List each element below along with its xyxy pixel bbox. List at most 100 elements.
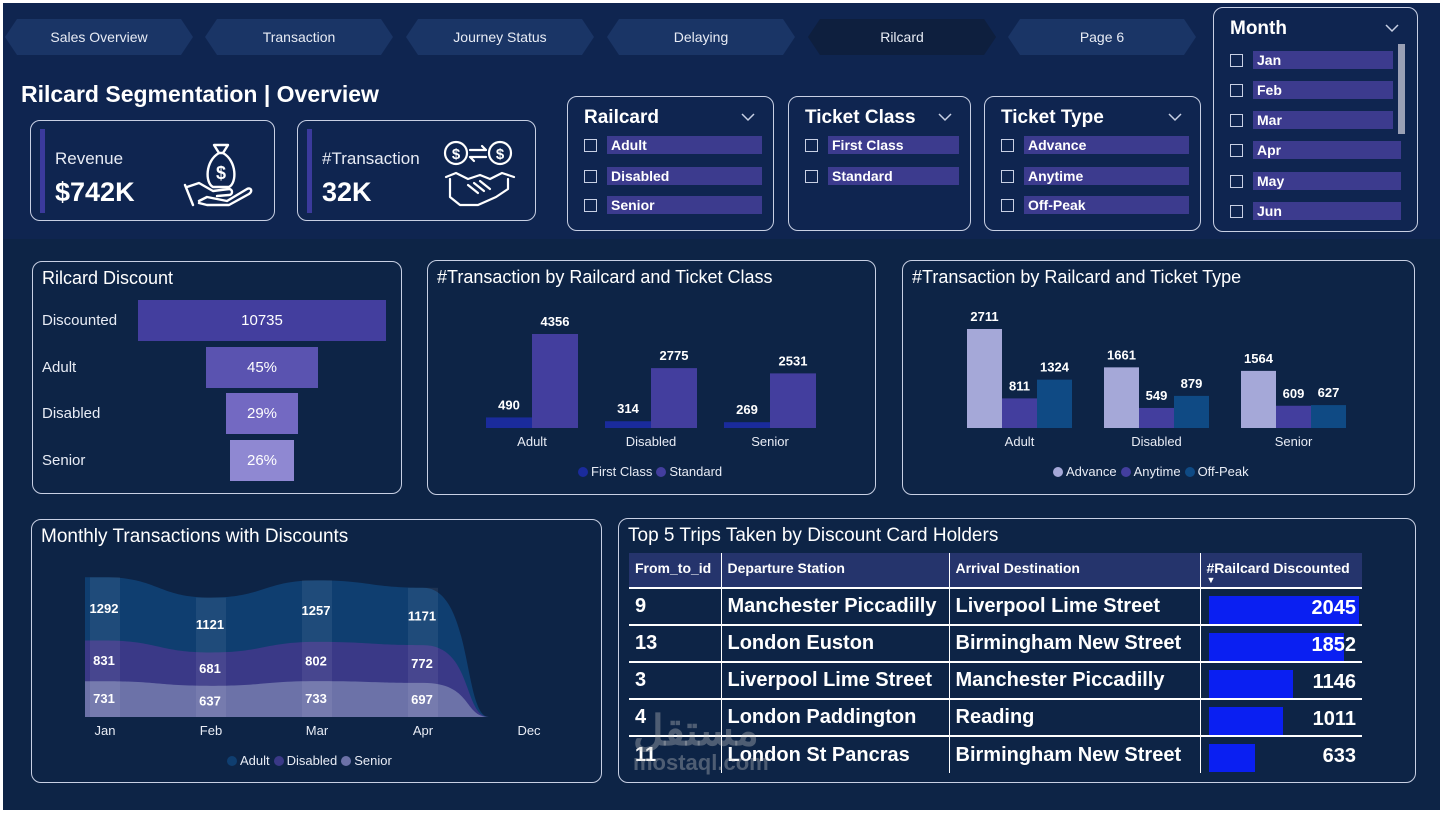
legend-dot	[1184, 467, 1195, 477]
bar-senior-first-class	[724, 422, 770, 428]
chevron-down-icon[interactable]	[1167, 109, 1183, 125]
option-label: May	[1253, 172, 1401, 190]
bar-senior-advance	[1241, 370, 1276, 428]
kpi-card-transaction: #Transaction 32K $ $	[297, 120, 536, 221]
legend-item-disabled[interactable]: Disabled	[273, 753, 338, 768]
checkbox[interactable]	[584, 169, 597, 183]
sort-desc-icon[interactable]: ▼	[1206, 575, 1216, 585]
tab-journey-status[interactable]: Journey Status	[406, 19, 594, 55]
data-label: 609	[1283, 386, 1305, 401]
slicer-option-feb[interactable]: Feb	[1230, 80, 1393, 100]
data-bar	[1208, 596, 1359, 624]
checkbox[interactable]	[1001, 169, 1014, 183]
legend-label: First Class	[591, 464, 653, 479]
cell-departure: Manchester Piccadilly	[721, 587, 950, 625]
cell-departure: London Euston	[721, 624, 950, 662]
data-label: 2775	[660, 348, 689, 363]
tab-rilcard[interactable]: Rilcard	[808, 19, 996, 55]
checkbox[interactable]	[1001, 198, 1014, 212]
column-header-departure[interactable]: Departure Station	[721, 553, 950, 588]
tab-page-6[interactable]: Page 6	[1008, 19, 1196, 55]
column-header-label: #Railcard Discounted	[1206, 560, 1350, 576]
bar-disabled-first-class	[605, 421, 651, 428]
monthly-area-chart: 1292 831 731 1121 681 637 1257 802 733 1171 772 697…	[85, 577, 541, 738]
checkbox[interactable]	[805, 169, 818, 183]
checkbox[interactable]	[1001, 138, 1014, 152]
checkbox[interactable]	[1230, 53, 1243, 67]
watermark-arabic: مستقل	[633, 707, 759, 754]
legend-label: Standard	[669, 464, 723, 479]
slicer-option-advance[interactable]: Advance	[1001, 135, 1189, 155]
checkbox[interactable]	[1230, 113, 1243, 127]
rilcard-discount-panel: Rilcard Discount Discounted Adult Disabl…	[32, 261, 402, 494]
legend-dot	[227, 756, 237, 766]
column-header-railcard-discounted[interactable]: #Railcard Discounted ▼	[1200, 553, 1362, 588]
x-tick-label: Jan	[95, 723, 116, 738]
tab-delaying[interactable]: Delaying	[607, 19, 795, 55]
slicer-title: Month	[1230, 18, 1287, 39]
checkbox[interactable]	[584, 138, 597, 152]
slicer-option-senior[interactable]: Senior	[584, 195, 762, 215]
class-bar-chart: 490 4356 Adult 314 2775 Disabled 269 2531 Senior	[486, 314, 816, 449]
checkbox[interactable]	[1230, 143, 1243, 157]
table-row[interactable]: 9 Manchester Piccadilly Liverpool Lime Str…	[629, 587, 1362, 625]
data-label-senior: 733	[305, 691, 327, 706]
legend-label: Disabled	[286, 753, 338, 768]
chevron-down-icon[interactable]	[937, 109, 953, 125]
checkbox[interactable]	[805, 138, 818, 152]
slicer-option-apr[interactable]: Apr	[1230, 140, 1401, 160]
chevron-down-icon[interactable]	[1384, 20, 1400, 36]
data-label: 549	[1146, 388, 1168, 403]
chevron-down-icon[interactable]	[740, 109, 756, 125]
checkbox[interactable]	[1230, 174, 1243, 188]
type-bar-chart: 2711 811 1324 Adult 1661 549 879 Disabled 1564 60…	[967, 309, 1346, 449]
cell-id: 4	[629, 698, 722, 736]
ticket-class-slicer: Ticket Class First Class Standard	[788, 96, 971, 231]
slicer-option-disabled[interactable]: Disabled	[584, 166, 762, 186]
column-header-arrival[interactable]: Arrival Destination	[949, 553, 1201, 588]
table-row[interactable]: 4 London Paddington Reading 1011	[629, 698, 1362, 736]
legend-item-adult[interactable]: Adult	[227, 753, 270, 768]
x-tick-label: Disabled	[1131, 434, 1182, 449]
legend-dot	[341, 756, 352, 766]
legend-item-anytime[interactable]: Anytime	[1120, 464, 1181, 479]
table-row[interactable]: 13 London Euston Birmingham New Street 1852	[629, 624, 1362, 662]
slicer-option-off-peak[interactable]: Off-Peak	[1001, 195, 1189, 215]
option-label: Apr	[1253, 141, 1401, 159]
legend-item-advance[interactable]: Advance	[1053, 464, 1117, 479]
slicer-option-jun[interactable]: Jun	[1230, 201, 1401, 221]
legend-item-off-peak[interactable]: Off-Peak	[1184, 464, 1249, 479]
scrollbar[interactable]	[1398, 44, 1405, 134]
cell-count: 633	[1200, 735, 1362, 773]
table-row[interactable]: 11 London St Pancras Birmingham New Street…	[629, 735, 1362, 773]
chart-legend: First Class Standard	[578, 464, 722, 479]
data-label: 490	[498, 397, 520, 412]
legend-item-senior[interactable]: Senior	[341, 753, 392, 768]
column-header-from-to-id[interactable]: From_to_id	[629, 553, 722, 588]
slicer-option-mar[interactable]: Mar	[1230, 110, 1393, 130]
slicer-option-anytime[interactable]: Anytime	[1001, 166, 1189, 186]
checkbox[interactable]	[584, 198, 597, 212]
slicer-option-jan[interactable]: Jan	[1230, 50, 1393, 70]
kpi-label: #Transaction	[322, 149, 420, 168]
legend-item-first-class[interactable]: First Class	[578, 464, 652, 479]
slicer-option-may[interactable]: May	[1230, 171, 1401, 191]
slicer-option-standard[interactable]: Standard	[805, 166, 959, 186]
tab-sales-overview[interactable]: Sales Overview	[5, 19, 193, 55]
checkbox[interactable]	[1230, 83, 1243, 97]
checkbox[interactable]	[1230, 204, 1243, 218]
cell-count: 1011	[1200, 698, 1362, 736]
x-tick-label: Adult	[1005, 434, 1035, 449]
kpi-value: $742K	[55, 177, 135, 207]
slicer-option-adult[interactable]: Adult	[584, 135, 762, 155]
panel-title: #Transaction by Railcard and Ticket Type	[912, 267, 1242, 287]
funnel-bar-disabled: 29%	[226, 393, 298, 434]
legend-item-standard[interactable]: Standard	[656, 464, 722, 479]
cell-arrival: Reading	[949, 698, 1201, 736]
table-row[interactable]: 3 Liverpool Lime Street Manchester Piccadi…	[629, 661, 1362, 699]
month-slicer: Month Jan Feb Mar Apr May Jun	[1213, 7, 1418, 232]
point-band	[302, 580, 332, 717]
tab-transaction[interactable]: Transaction	[205, 19, 393, 55]
data-label: 1324	[1040, 360, 1070, 375]
slicer-option-first-class[interactable]: First Class	[805, 135, 959, 155]
